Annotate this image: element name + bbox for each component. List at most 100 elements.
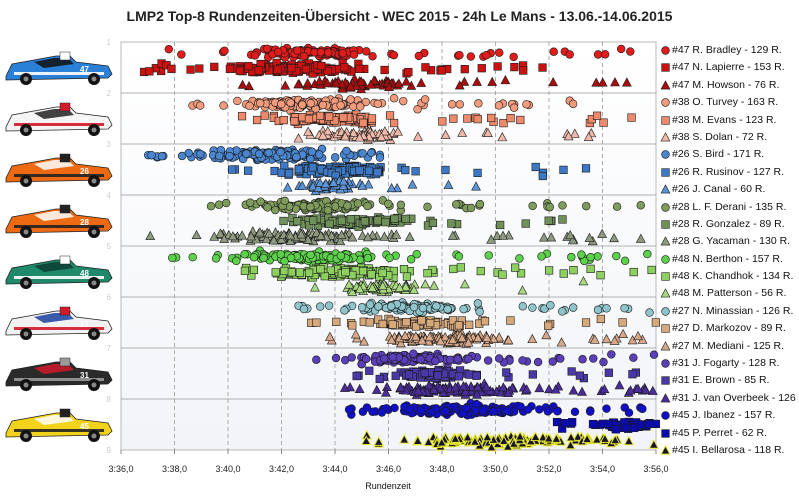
lap-point (600, 50, 610, 59)
lap-point (222, 198, 231, 208)
lap-point (459, 76, 470, 86)
lap-point (315, 177, 325, 187)
lap-point (373, 216, 382, 225)
lap-point (530, 431, 541, 442)
lap-point (472, 371, 481, 380)
lap-point (604, 419, 613, 428)
lap-point (538, 171, 547, 181)
lap-point (330, 153, 340, 162)
lap-point (331, 353, 341, 363)
lap-point (399, 433, 410, 444)
lap-point (390, 214, 399, 223)
lap-point (577, 250, 586, 259)
lap-point (388, 320, 397, 329)
car-number: 38 (80, 116, 89, 125)
lap-point (386, 182, 397, 193)
lap-point (359, 336, 369, 346)
lap-point (340, 63, 349, 72)
legend-marker (661, 220, 670, 229)
lap-point (450, 382, 461, 392)
lap-point (396, 200, 406, 210)
lap-point (348, 321, 357, 330)
lap-point (317, 61, 326, 71)
car-number: 26 (80, 167, 89, 176)
lap-point (324, 331, 335, 341)
lap-point (384, 81, 394, 91)
lap-point (313, 182, 324, 192)
lap-point (290, 117, 299, 126)
series-car31-3 (339, 378, 658, 399)
lap-point (483, 127, 493, 137)
lap-point (345, 81, 356, 91)
legend-label: #26 R. Rusinov - 127 R. (672, 165, 785, 178)
lap-point (521, 219, 530, 228)
lap-point (499, 119, 508, 128)
lap-point (414, 51, 424, 61)
series-car47-3 (237, 73, 632, 94)
lap-point (373, 99, 382, 109)
lap-point (388, 352, 398, 362)
lap-point (527, 333, 538, 344)
series-car28-3 (145, 226, 646, 246)
lap-point (581, 318, 591, 327)
legend-label: #45 P. Perret - 62 R. (672, 426, 767, 439)
lap-point (295, 268, 304, 277)
lap-point (306, 99, 315, 108)
lap-point (381, 218, 390, 227)
lap-point (341, 267, 350, 277)
lap-point (225, 64, 234, 73)
legend-item: #48 M. Patterson - 56 R. (660, 285, 799, 302)
legend-label: #48 K. Chandhok - 134 R. (672, 270, 794, 283)
legend-label: #26 J. Canal - 60 R. (672, 183, 766, 196)
lap-point (475, 307, 484, 316)
legend-item: #27 N. Minassian - 126 R. (660, 303, 799, 320)
lap-point (186, 65, 195, 74)
car-number: 31 (80, 371, 89, 380)
lap-point (315, 150, 324, 159)
lap-point (237, 79, 248, 89)
lap-point (611, 425, 621, 434)
lap-point (599, 118, 608, 127)
lap-point (528, 370, 537, 379)
lap-point (559, 269, 568, 278)
lap-point (460, 386, 471, 396)
lap-point (322, 126, 333, 136)
lap-point (293, 217, 302, 226)
lap-point (449, 114, 458, 123)
series-car38-2 (237, 110, 636, 129)
lap-point (558, 215, 567, 224)
lap-point (586, 264, 595, 273)
car-number: 28 (80, 218, 89, 227)
legend-marker (661, 324, 670, 333)
legend-label: #47 N. Lapierre - 153 R. (672, 61, 785, 74)
lap-point (411, 322, 421, 331)
lap-point (336, 101, 345, 110)
series-car45-2 (552, 417, 660, 434)
lap-point (591, 433, 603, 444)
lap-point (407, 179, 418, 189)
legend-item: #47 M. Howson - 76 R. (660, 77, 799, 94)
lap-point (482, 431, 493, 442)
lap-point (394, 282, 405, 292)
y-tick-label: 2 (107, 89, 112, 98)
lap-point (556, 337, 567, 347)
lap-point (363, 179, 374, 189)
lap-point (593, 50, 603, 59)
lap-point (391, 371, 400, 380)
lap-point (362, 47, 371, 56)
lap-point (409, 349, 418, 358)
lap-point (453, 354, 462, 364)
lap-point (268, 235, 279, 245)
lap-point (471, 181, 481, 191)
lap-point (565, 439, 576, 450)
lap-point (196, 149, 205, 159)
lap-point (215, 228, 226, 238)
lap-point (533, 357, 543, 367)
lap-point (607, 350, 616, 359)
lap-point (376, 131, 387, 141)
lap-point (543, 432, 554, 443)
lap-point (516, 269, 526, 278)
lap-point (393, 78, 404, 88)
lap-point (558, 307, 567, 316)
legend-label: #45 I. Bellarosa - 118 R. (672, 443, 785, 456)
